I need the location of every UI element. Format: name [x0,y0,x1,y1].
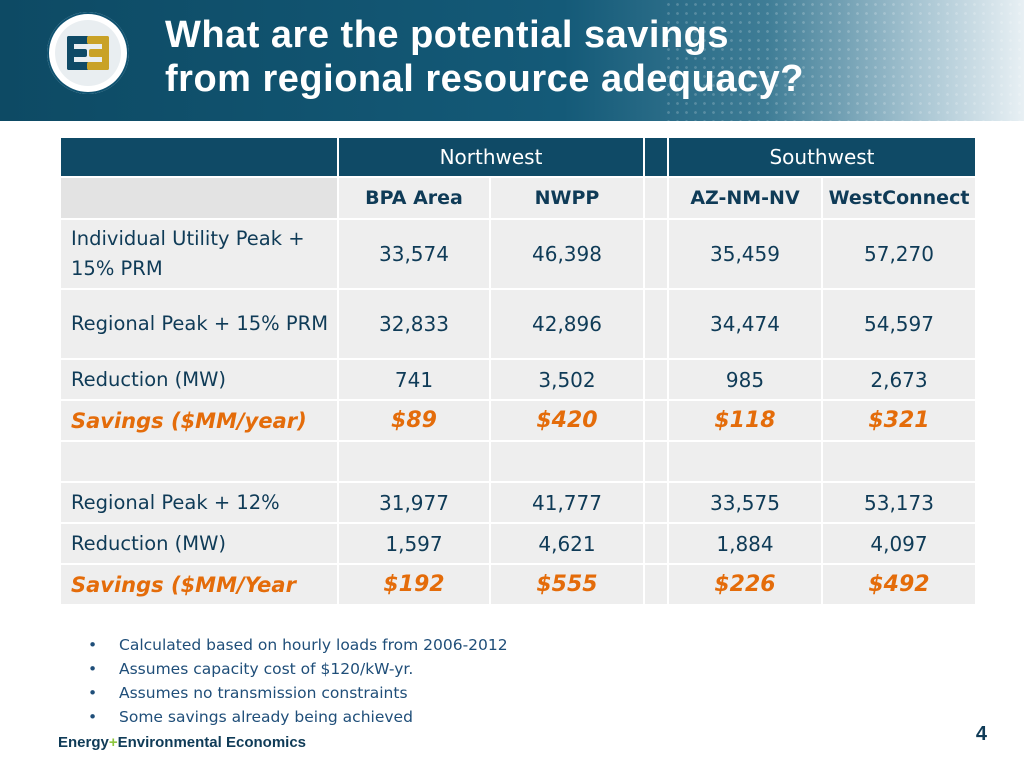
table-row: Reduction (MW) 1,597 4,621 1,884 4,097 [59,522,977,565]
table-cell: 31,977 [337,481,491,524]
table-cell: 46,398 [489,218,645,290]
table-cell: 41,777 [489,481,645,524]
table-cell: 42,896 [489,288,645,360]
table-cell: 54,597 [821,288,977,360]
list-item: • Assumes capacity cost of $120/kW-yr. [88,657,508,681]
table-cell: 53,173 [821,481,977,524]
e3-logo [47,12,129,94]
savings-cell: $555 [489,563,645,606]
table-cell: 4,097 [821,522,977,565]
table-cell: 33,575 [667,481,823,524]
table-cell: 1,597 [337,522,491,565]
savings-row: Savings ($MM/year) $89 $420 $118 $321 [59,399,977,442]
bullet-icon: • [88,660,98,678]
slide-title: What are the potential savings from regi… [165,13,985,101]
spacer-row [59,440,977,483]
row-label: Individual Utility Peak + 15% PRM [59,218,339,290]
row-label: Reduction (MW) [59,358,339,401]
savings-cell: $192 [337,563,491,606]
bullet-icon: • [88,684,98,702]
savings-cell: $226 [667,563,823,606]
table-cell: 2,673 [821,358,977,401]
group-header-southwest: Southwest [667,136,977,178]
e3-logo-icon [67,36,109,70]
savings-cell: $321 [821,399,977,442]
title-banner: What are the potential savings from regi… [0,0,1024,121]
table-cell: 35,459 [667,218,823,290]
table-cell: 4,621 [489,522,645,565]
row-label: Reduction (MW) [59,522,339,565]
list-item: • Assumes no transmission constraints [88,681,508,705]
table-cell: 34,474 [667,288,823,360]
bullet-icon: • [88,636,98,654]
group-header-northwest: Northwest [337,136,645,178]
table-row: Individual Utility Peak + 15% PRM 33,574… [59,218,977,290]
column-header-westconnect: WestConnect [821,176,977,220]
list-item: • Calculated based on hourly loads from … [88,633,508,657]
page-number: 4 [975,723,987,745]
table-cell: 1,884 [667,522,823,565]
title-line-2: from regional resource adequacy? [165,58,804,100]
bullet-icon: • [88,708,98,726]
header-corner-cell [59,136,339,178]
row-label: Savings ($MM/year) [59,399,339,442]
table-cell: 3,502 [489,358,645,401]
list-item: • Some savings already being achieved [88,705,508,729]
savings-cell: $420 [489,399,645,442]
table-cell: 985 [667,358,823,401]
row-label: Savings ($MM/Year [59,563,339,606]
footer-brand-logo: Energy+Environmental Economics [58,734,307,751]
table-row: Reduction (MW) 741 3,502 985 2,673 [59,358,977,401]
table-cell: 32,833 [337,288,491,360]
table-row: Regional Peak + 15% PRM 32,833 42,896 34… [59,288,977,360]
region-header-row: Northwest Southwest [59,136,977,178]
title-line-1: What are the potential savings [165,14,729,56]
savings-cell: $118 [667,399,823,442]
area-header-row: BPA Area NWPP AZ-NM-NV WestConnect [59,176,977,220]
subheader-corner-cell [59,176,339,220]
row-label: Regional Peak + 15% PRM [59,288,339,360]
banner-dot-pattern [664,0,1024,121]
column-header-az-nm-nv: AZ-NM-NV [667,176,823,220]
row-label: Regional Peak + 12% [59,481,339,524]
savings-cell: $89 [337,399,491,442]
table-row: Regional Peak + 12% 31,977 41,777 33,575… [59,481,977,524]
table-cell: 33,574 [337,218,491,290]
savings-cell: $492 [821,563,977,606]
column-header-bpa-area: BPA Area [337,176,491,220]
savings-table: Northwest Southwest BPA Area NWPP AZ-NM-… [59,136,977,606]
table-cell: 57,270 [821,218,977,290]
table-cell: 741 [337,358,491,401]
savings-row: Savings ($MM/Year $192 $555 $226 $492 [59,563,977,606]
notes-list: • Calculated based on hourly loads from … [88,633,508,729]
column-header-nwpp: NWPP [489,176,645,220]
